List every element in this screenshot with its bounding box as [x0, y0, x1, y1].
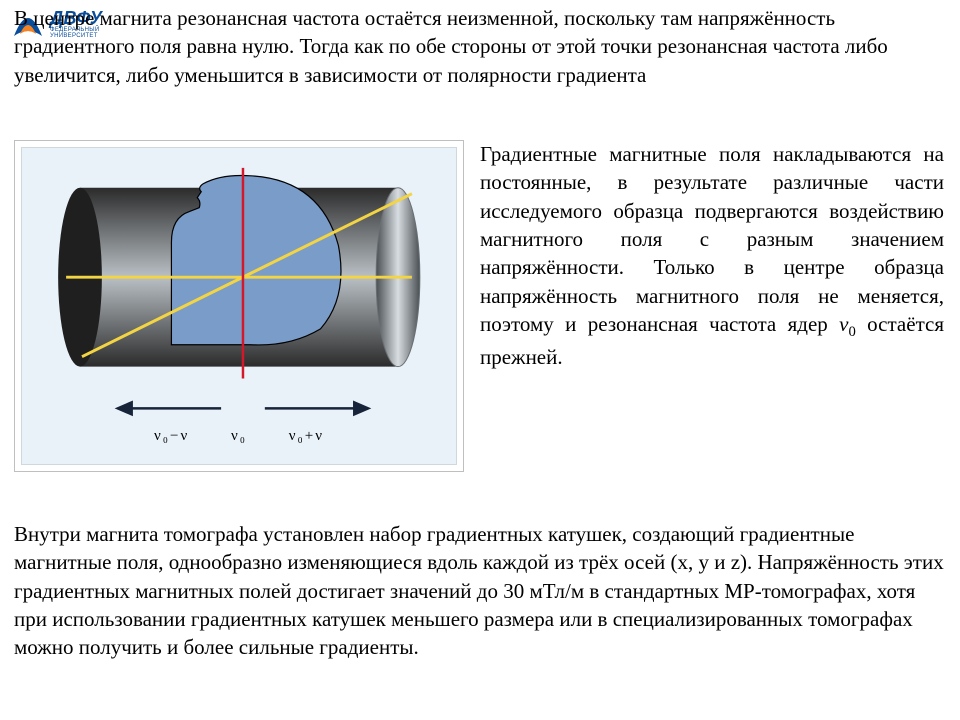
paragraph-right: Градиентные магнитные поля накладываются… — [480, 140, 944, 472]
freq-label-mid: ν₀ — [231, 428, 247, 444]
nu-subscript: 0 — [848, 324, 855, 340]
mri-gradient-figure: ν₀−ν ν₀ ν₀+ν — [14, 140, 464, 472]
freq-label-left: ν₀−ν — [154, 428, 189, 444]
freq-label-right: ν₀+ν — [289, 428, 324, 444]
paragraph-top: В центре магнита резонансная частота ост… — [14, 4, 944, 89]
frequency-arrows — [118, 402, 368, 414]
figure-background: ν₀−ν ν₀ ν₀+ν — [21, 147, 457, 465]
paragraph-right-pre: Градиентные магнитные поля накладываются… — [480, 142, 944, 336]
frequency-labels: ν₀−ν ν₀ ν₀+ν — [22, 426, 456, 446]
middle-row: ν₀−ν ν₀ ν₀+ν Градиентные магнитные поля … — [14, 140, 944, 472]
paragraph-bottom: Внутри магнита томографа установлен набо… — [14, 520, 944, 662]
figure-svg — [22, 148, 456, 464]
